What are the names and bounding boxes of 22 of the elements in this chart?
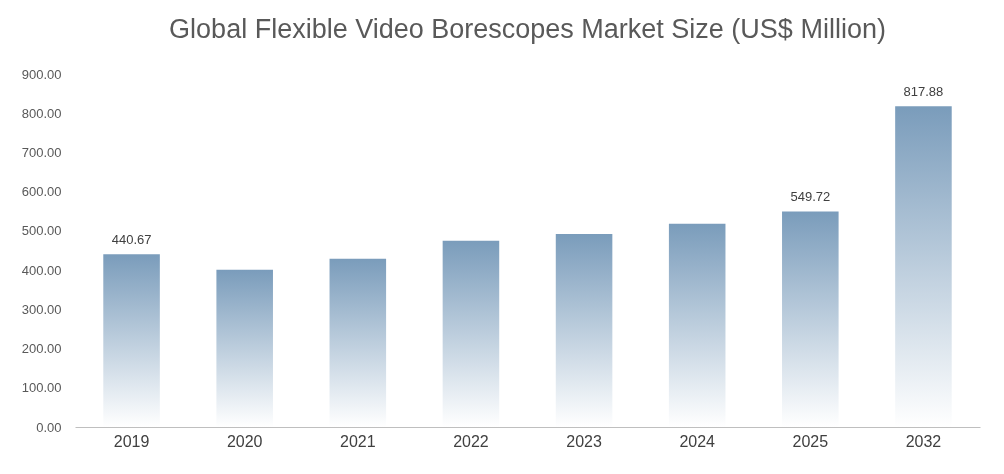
data-label: 440.67 — [111, 232, 152, 248]
y-tick-label: 300.00 — [21, 301, 62, 317]
y-tick-label: 400.00 — [21, 262, 62, 278]
x-tick-label: 2023 — [566, 432, 602, 450]
x-tick-label: 2022 — [453, 432, 489, 450]
y-tick-label: 800.00 — [21, 105, 62, 121]
x-tick-label: 2032 — [905, 432, 942, 450]
data-label: 817.88 — [903, 84, 944, 100]
y-tick-label: 600.00 — [21, 184, 62, 200]
x-tick-label: 2020 — [226, 432, 263, 450]
data-label: 549.72 — [790, 189, 831, 205]
y-tick-label: 900.00 — [21, 66, 62, 82]
x-tick-label: 2024 — [679, 432, 716, 450]
chart-title: Global Flexible Video Borescopes Market Size (US$ Million) — [169, 14, 886, 44]
x-tick-label: 2019 — [113, 432, 150, 450]
y-tick-label: 700.00 — [21, 144, 62, 160]
y-tick-label: 0.00 — [36, 419, 62, 435]
y-tick-label: 100.00 — [21, 380, 62, 396]
x-tick-label: 2025 — [792, 432, 829, 450]
x-tick-label: 2021 — [340, 432, 376, 450]
y-tick-label: 200.00 — [21, 341, 62, 357]
y-tick-label: 500.00 — [21, 223, 62, 239]
